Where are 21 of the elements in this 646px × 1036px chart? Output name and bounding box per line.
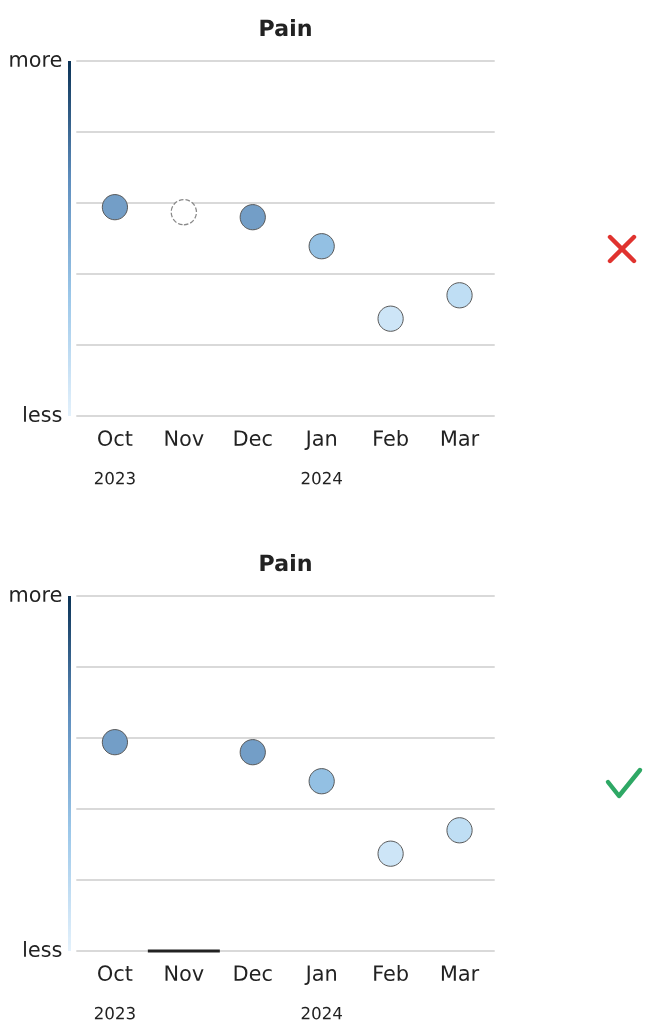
chart-title: Pain [260,19,311,37]
category-label: Jan 2024 [301,430,342,485]
x-tick-label: Dec [234,430,272,447]
point [446,817,473,844]
point [170,198,198,226]
x-tick-label: Nov [165,965,204,982]
x-tick-label: Feb [374,964,408,982]
category-label: Oct 2023 [94,430,135,485]
point [446,282,473,309]
x-tick-label: Dec [234,965,272,982]
text: more [10,590,62,603]
text: less [24,405,62,423]
chart-title: Pain [260,554,311,572]
x-tick-label: Mar [441,430,480,447]
x-tick-label: Mar [441,965,480,982]
category-label: Oct 2023 [94,965,135,1020]
x-tick-label: Nov [165,430,204,447]
text: less [24,940,62,958]
text: more [10,55,62,68]
category-label: Jan 2024 [301,965,342,1020]
x-tick-label: Feb [374,429,408,447]
